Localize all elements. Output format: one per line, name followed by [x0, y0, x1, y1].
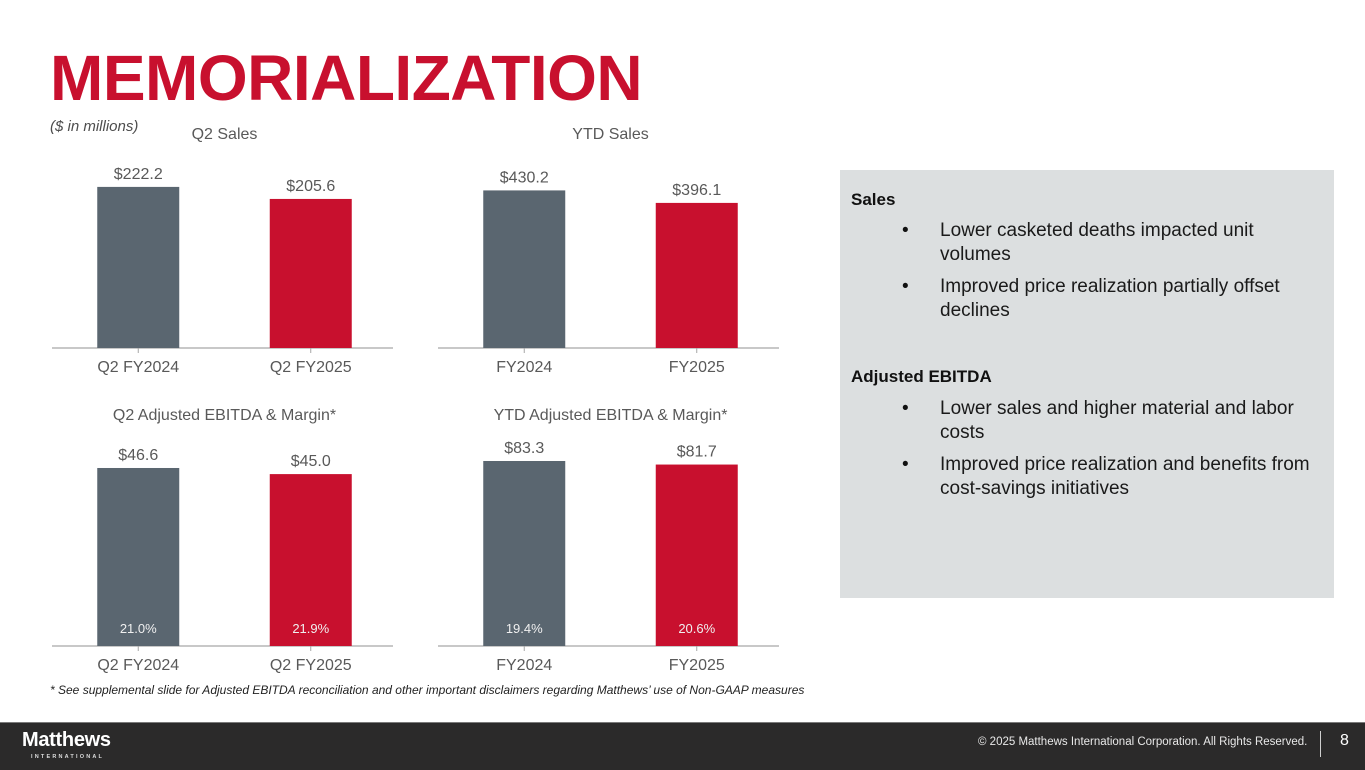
bullet-icon: • [902, 220, 909, 241]
margin-label: 21.0% [120, 621, 157, 636]
chart-svg: $430.2 FY2024 $396.1 FY2025 [438, 169, 779, 376]
data-label: $81.7 [677, 444, 717, 461]
company-logo: Matthews [22, 729, 111, 751]
chart-ytd-adjusted-ebitda: YTD Adjusted EBITDA & Margin* $83.3 FY202… [438, 405, 783, 677]
bar [483, 460, 566, 646]
section-heading-sales: Sales [851, 190, 896, 209]
bullet-icon: • [902, 398, 909, 419]
chart-title: YTD Sales [572, 126, 649, 143]
page-number: 8 [1340, 732, 1349, 749]
x-tick-label: Q2 FY2024 [97, 359, 179, 376]
x-tick-label: Q2 FY2025 [270, 359, 352, 376]
data-label: $83.3 [504, 440, 544, 457]
x-tick-label: FY2025 [669, 657, 725, 674]
chart-svg: $83.3 FY2024 19.4% $81.7 FY2025 20.6% [438, 440, 779, 674]
margin-label: 21.9% [292, 621, 329, 636]
bullet-text: Lower sales and higher material and labo… [940, 398, 1294, 443]
units-note: ($ in millions) [50, 118, 139, 135]
footnote: * See supplemental slide for Adjusted EB… [50, 683, 805, 697]
chart-title: YTD Adjusted EBITDA & Margin* [493, 407, 728, 424]
margin-label: 19.4% [506, 621, 543, 636]
commentary-panel: Sales • Lower casketed deaths impacted u… [840, 170, 1334, 598]
margin-label: 20.6% [678, 621, 715, 636]
chart-svg: $46.6 Q2 FY2024 21.0% $45.0 Q2 FY2025 21.9% [52, 447, 393, 674]
bullet-text: Improved price realization partially off… [940, 276, 1280, 321]
bar [97, 186, 180, 348]
x-tick-label: Q2 FY2025 [270, 657, 352, 674]
data-label: $46.6 [118, 447, 158, 464]
x-tick-label: Q2 FY2024 [97, 657, 179, 674]
data-label: $205.6 [286, 178, 335, 195]
x-tick-label: FY2025 [669, 359, 725, 376]
bar [655, 202, 738, 348]
bullet-text: Lower casketed deaths impacted unit volu… [940, 220, 1254, 265]
chart-title: Q2 Sales [191, 126, 258, 143]
footer-bar: Matthews INTERNATIONAL © 2025 Matthews I… [0, 722, 1365, 770]
copyright-text: © 2025 Matthews International Corporatio… [978, 736, 1308, 748]
chart-q2-sales: Q2 Sales $222.2 Q2 FY2024 $205.6 Q2 FY2025 [52, 124, 397, 379]
chart-svg: $222.2 Q2 FY2024 $205.6 Q2 FY2025 [52, 166, 393, 376]
bar [269, 198, 352, 348]
bullet-text: Improved price realization and benefits … [940, 454, 1310, 499]
footer-divider [1320, 731, 1321, 757]
bullet-icon: • [902, 454, 909, 475]
bar [483, 190, 566, 348]
x-tick-label: FY2024 [496, 359, 552, 376]
data-label: $222.2 [114, 166, 163, 183]
bar [97, 467, 180, 646]
section-heading-adjusted-ebitda: Adjusted EBITDA [851, 367, 992, 386]
data-label: $430.2 [500, 169, 549, 186]
bar [269, 474, 352, 646]
chart-q2-adjusted-ebitda: Q2 Adjusted EBITDA & Margin* $46.6 Q2 FY2… [52, 405, 397, 677]
bar [655, 464, 738, 646]
page-title: MEMORIALIZATION [50, 42, 643, 114]
company-logo-subtitle: INTERNATIONAL [31, 754, 105, 760]
data-label: $396.1 [672, 182, 721, 199]
x-tick-label: FY2024 [496, 657, 552, 674]
bullet-icon: • [902, 276, 909, 297]
data-label: $45.0 [291, 453, 331, 470]
chart-ytd-sales: YTD Sales $430.2 FY2024 $396.1 FY2025 [438, 124, 783, 379]
chart-title: Q2 Adjusted EBITDA & Margin* [112, 407, 337, 424]
